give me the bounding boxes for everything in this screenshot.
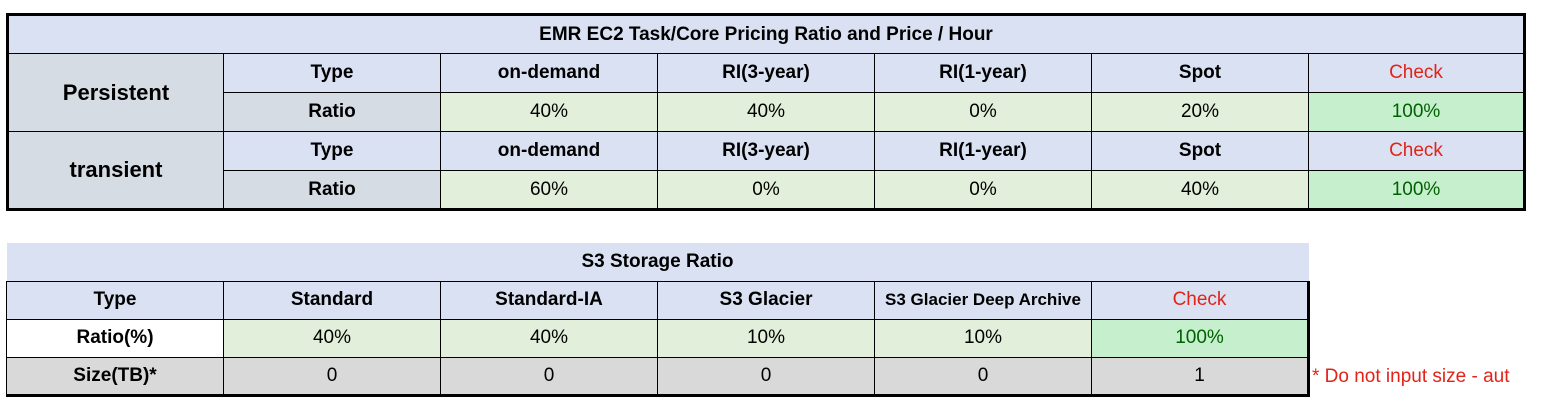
col-standard-ia: Standard-IA [440,280,658,320]
col-standard: Standard [223,280,441,320]
col-ri-3-year: RI(3-year) [657,53,875,93]
col-s3-glacier-deep-archive: S3 Glacier Deep Archive [874,280,1092,320]
standard-ia-size-cell: 0 [440,356,658,397]
standard-ia-ratio-cell[interactable]: 40% [440,318,658,358]
transient-check-cell: 100% [1308,170,1525,210]
ratio-label: Ratio [223,170,441,210]
transient-ri3-cell[interactable]: 0% [657,170,875,210]
s3-storage-table: S3 Storage Ratio Type Standard Standard-… [6,243,1310,397]
col-check: Check [1308,53,1525,93]
transient-ri1-cell[interactable]: 0% [874,170,1092,210]
glacier-ratio-cell[interactable]: 10% [657,318,875,358]
ec2-pricing-table: EMR EC2 Task/Core Pricing Ratio and Pric… [6,13,1526,211]
s3-size-label: Size(TB)* [6,356,224,397]
group-label-transient: transient [7,131,224,210]
col-check: Check [1091,280,1310,320]
ec2-table-title: EMR EC2 Task/Core Pricing Ratio and Pric… [7,14,1525,54]
glacier-size-cell: 0 [657,356,875,397]
col-on-demand: on-demand [440,53,658,93]
persistent-check-cell: 100% [1308,92,1525,132]
col-ri-1-year: RI(1-year) [874,53,1092,93]
col-spot: Spot [1091,131,1309,171]
persistent-ri1-cell[interactable]: 0% [874,92,1092,132]
type-label: Type [223,53,441,93]
col-spot: Spot [1091,53,1309,93]
persistent-ri3-cell[interactable]: 40% [657,92,875,132]
transient-spot-cell[interactable]: 40% [1091,170,1309,210]
col-on-demand: on-demand [440,131,658,171]
col-s3-glacier: S3 Glacier [657,280,875,320]
persistent-spot-cell[interactable]: 20% [1091,92,1309,132]
persistent-on-demand-cell[interactable]: 40% [440,92,658,132]
s3-ratio-check-cell: 100% [1091,318,1310,358]
type-label: Type [223,131,441,171]
size-warning-note: * Do not input size - aut [1312,366,1510,387]
s3-size-check-cell: 1 [1091,356,1310,397]
col-check: Check [1308,131,1525,171]
col-ri-3-year: RI(3-year) [657,131,875,171]
standard-size-cell: 0 [223,356,441,397]
standard-ratio-cell[interactable]: 40% [223,318,441,358]
s3-ratio-label: Ratio(%) [6,318,224,358]
deep-archive-ratio-cell[interactable]: 10% [874,318,1092,358]
transient-on-demand-cell[interactable]: 60% [440,170,658,210]
deep-archive-size-cell: 0 [874,356,1092,397]
ratio-label: Ratio [223,92,441,132]
s3-table-title: S3 Storage Ratio [6,243,1309,282]
s3-type-label: Type [6,280,224,320]
group-label-persistent: Persistent [7,53,224,132]
col-ri-1-year: RI(1-year) [874,131,1092,171]
